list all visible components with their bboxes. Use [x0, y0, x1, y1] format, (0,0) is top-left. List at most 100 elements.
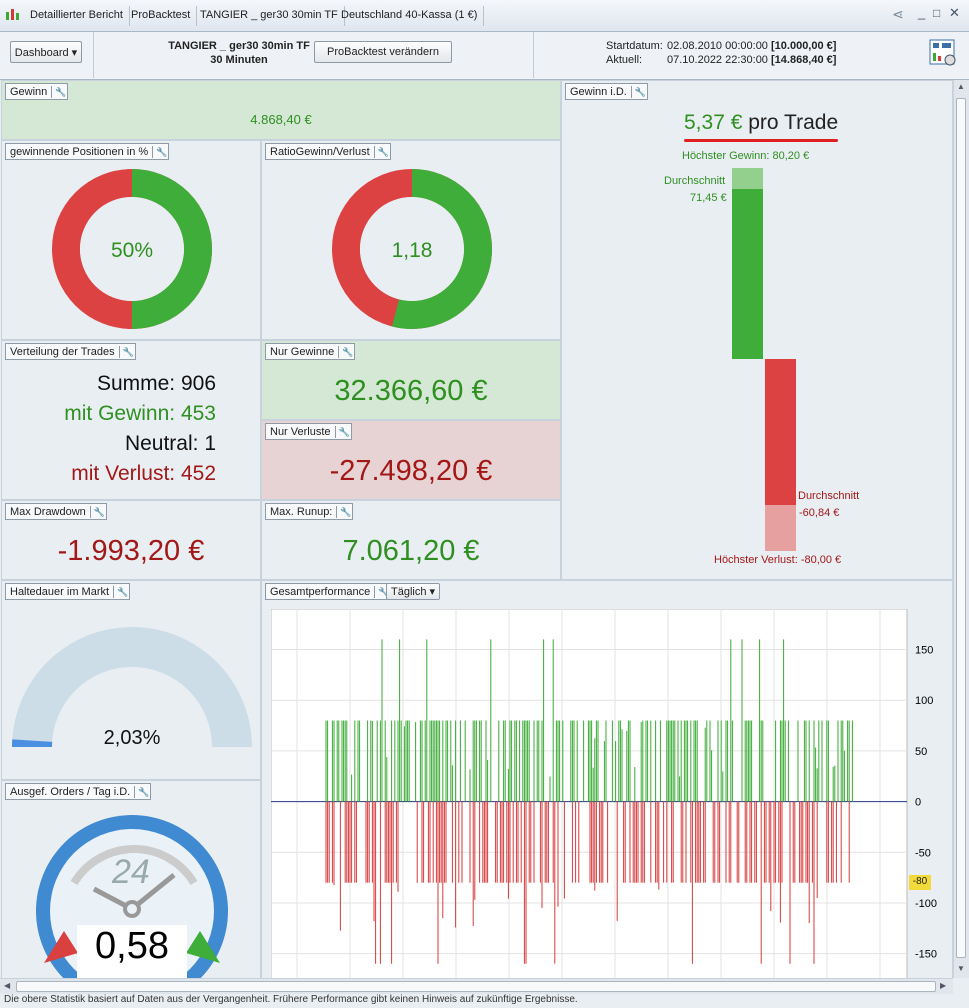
max-gain-bar	[732, 168, 763, 189]
avg-gain-title: Durchschnitt	[664, 175, 726, 187]
avg-loss-value: -60,84 €	[799, 507, 840, 519]
tab-instrument[interactable]: Deutschland 40-Kassa (1 €)	[335, 6, 485, 26]
close-icon[interactable]: ✕	[949, 5, 960, 20]
chart-icon	[4, 8, 20, 22]
ratio-title[interactable]: RatioGewinn/Verlust 🔧	[265, 143, 391, 160]
tab-probacktest[interactable]: ProBacktest	[125, 6, 198, 26]
horizontal-scrollbar[interactable]: ◀ ▶	[0, 978, 953, 994]
only-losses-title-label: Nur Verluste	[270, 425, 331, 438]
share-icon[interactable]: ⋖	[892, 6, 904, 22]
report-settings-icon[interactable]	[928, 38, 958, 68]
holding-gauge-fill	[12, 739, 53, 747]
wrench-icon[interactable]: 🔧	[113, 585, 128, 598]
scroll-right-icon[interactable]: ▶	[940, 981, 947, 990]
performance-title[interactable]: Gesamtperformance 🔧	[265, 583, 392, 600]
timeframe-label: 30 Minuten	[210, 54, 268, 66]
win-percent-donut	[52, 169, 212, 329]
vertical-scrollbar[interactable]: ▲ ▼	[953, 80, 969, 978]
win-percent-title-label: gewinnende Positionen in %	[10, 145, 149, 158]
y-tick-label: -150	[915, 949, 937, 961]
only-gains-panel: Nur Gewinne 🔧 32.366,60 €	[261, 340, 561, 420]
only-gains-value: 32.366,60 €	[334, 375, 488, 407]
holding-value: 2,03%	[103, 727, 161, 749]
win-percent-panel: gewinnende Positionen in % 🔧 50%	[1, 140, 261, 340]
current-capital: [14.868,40 €]	[771, 54, 837, 66]
scroll-down-icon[interactable]: ▼	[957, 964, 965, 973]
holding-gauge	[12, 627, 252, 747]
drawdown-panel: Max Drawdown 🔧 -1.993,20 €	[1, 500, 261, 580]
gain-title-label: Gewinn	[10, 85, 48, 98]
wrench-icon[interactable]: 🔧	[152, 145, 167, 158]
runup-panel: Max. Runup: 🔧 7.061,20 €	[261, 500, 561, 580]
toolbar: Dashboard ▾ TANGIER _ ger30 30min TF 30 …	[0, 32, 969, 80]
current-date: 07.10.2022 22:30:00	[667, 54, 768, 66]
wrench-icon[interactable]: 🔧	[334, 425, 350, 438]
gain-title[interactable]: Gewinn 🔧	[5, 83, 69, 100]
distribution-title[interactable]: Verteilung der Trades 🔧	[5, 343, 136, 360]
period-dropdown[interactable]: Täglich ▾	[386, 583, 441, 600]
wrench-icon[interactable]: 🔧	[89, 505, 105, 518]
only-losses-value: -27.498,20 €	[329, 455, 493, 487]
y-tick-label: 150	[915, 645, 933, 657]
wrench-icon[interactable]: 🔧	[374, 585, 389, 598]
holding-title[interactable]: Haltedauer im Markt 🔧	[5, 583, 131, 600]
orders-panel: Ausgef. Orders / Tag i.D. 🔧 24 0,58	[1, 780, 261, 980]
per-trade-line: 5,37 € pro Trade	[684, 111, 838, 135]
period-label: Täglich	[391, 586, 427, 598]
runup-title-label: Max. Runup:	[270, 505, 333, 518]
performance-title-label: Gesamtperformance	[270, 585, 371, 598]
per-trade-underline	[684, 139, 838, 142]
gain-per-trade-title[interactable]: Gewinn i.D. 🔧	[565, 83, 648, 100]
divider	[93, 32, 94, 78]
only-losses-title[interactable]: Nur Verluste 🔧	[265, 423, 352, 440]
drawdown-title-label: Max Drawdown	[10, 505, 86, 518]
max-gain-label: Höchster Gewinn: 80,20 €	[682, 150, 810, 162]
trades-sum: Summe: 906	[96, 372, 216, 395]
wrench-icon[interactable]: 🔧	[134, 785, 149, 798]
gain-per-trade-panel: Gewinn i.D. 🔧 5,37 € pro Trade Höchster G…	[561, 80, 953, 580]
tab-detailed-report[interactable]: Detaillierter Bericht	[24, 6, 130, 26]
runup-title[interactable]: Max. Runup: 🔧	[265, 503, 354, 520]
clock-number: 24	[112, 853, 150, 891]
only-losses-panel: Nur Verluste 🔧 -27.498,20 €	[261, 420, 561, 500]
scroll-thumb-h[interactable]	[16, 981, 936, 992]
divider	[533, 32, 534, 78]
win-percent-arc	[52, 169, 212, 329]
maximize-icon[interactable]: □	[933, 6, 941, 20]
win-percent-value: 50%	[110, 239, 154, 262]
wrench-icon[interactable]: 🔧	[338, 345, 353, 358]
ratio-value: 1,18	[391, 239, 433, 262]
plot-area	[271, 609, 908, 979]
minimize-icon[interactable]: _	[918, 5, 926, 20]
scroll-up-icon[interactable]: ▲	[957, 82, 965, 91]
trades-neutral: Neutral: 1	[124, 432, 216, 455]
dashboard-label: Dashboard	[14, 47, 69, 59]
win-percent-title[interactable]: gewinnende Positionen in % 🔧	[5, 143, 170, 160]
only-gains-title-label: Nur Gewinne	[270, 345, 335, 358]
y-tick-label: 50	[915, 746, 927, 758]
per-trade-value: 5,37 €	[684, 111, 743, 134]
holding-title-label: Haltedauer im Markt	[10, 585, 110, 598]
wrench-icon[interactable]: 🔧	[51, 85, 67, 98]
tab-strategy[interactable]: TANGIER _ ger30 30min TF	[194, 6, 345, 26]
scroll-thumb[interactable]	[956, 98, 966, 958]
dashboard-dropdown[interactable]: Dashboard ▾	[10, 41, 82, 63]
ratio-donut	[332, 169, 492, 329]
disclaimer: Die obere Statistik basiert auf Daten au…	[0, 994, 969, 1008]
gain-panel: Gewinn 🔧 4.868,40 €	[1, 80, 561, 140]
strategy-name: TANGIER _ ger30 30min TF	[168, 40, 310, 52]
wrench-icon[interactable]: 🔧	[118, 345, 134, 358]
max-loss-bar	[765, 505, 796, 551]
drawdown-title[interactable]: Max Drawdown 🔧	[5, 503, 107, 520]
y-tick-label: 0	[915, 797, 921, 809]
only-gains-title[interactable]: Nur Gewinne 🔧	[265, 343, 356, 360]
orders-title-label: Ausgef. Orders / Tag i.D.	[10, 785, 131, 798]
scroll-left-icon[interactable]: ◀	[4, 981, 11, 990]
wrench-icon[interactable]: 🔧	[373, 145, 389, 158]
orders-title[interactable]: Ausgef. Orders / Tag i.D. 🔧	[5, 783, 152, 800]
wrench-icon[interactable]: 🔧	[336, 505, 352, 518]
wrench-icon[interactable]: 🔧	[630, 85, 646, 98]
change-backtest-button[interactable]: ProBacktest verändern	[314, 41, 452, 63]
y-tick-label: 100	[915, 695, 933, 707]
bars	[325, 639, 853, 964]
